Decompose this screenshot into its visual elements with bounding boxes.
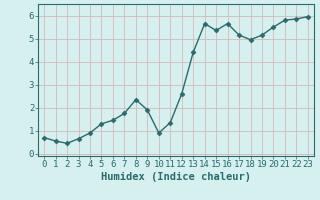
X-axis label: Humidex (Indice chaleur): Humidex (Indice chaleur) [101, 172, 251, 182]
